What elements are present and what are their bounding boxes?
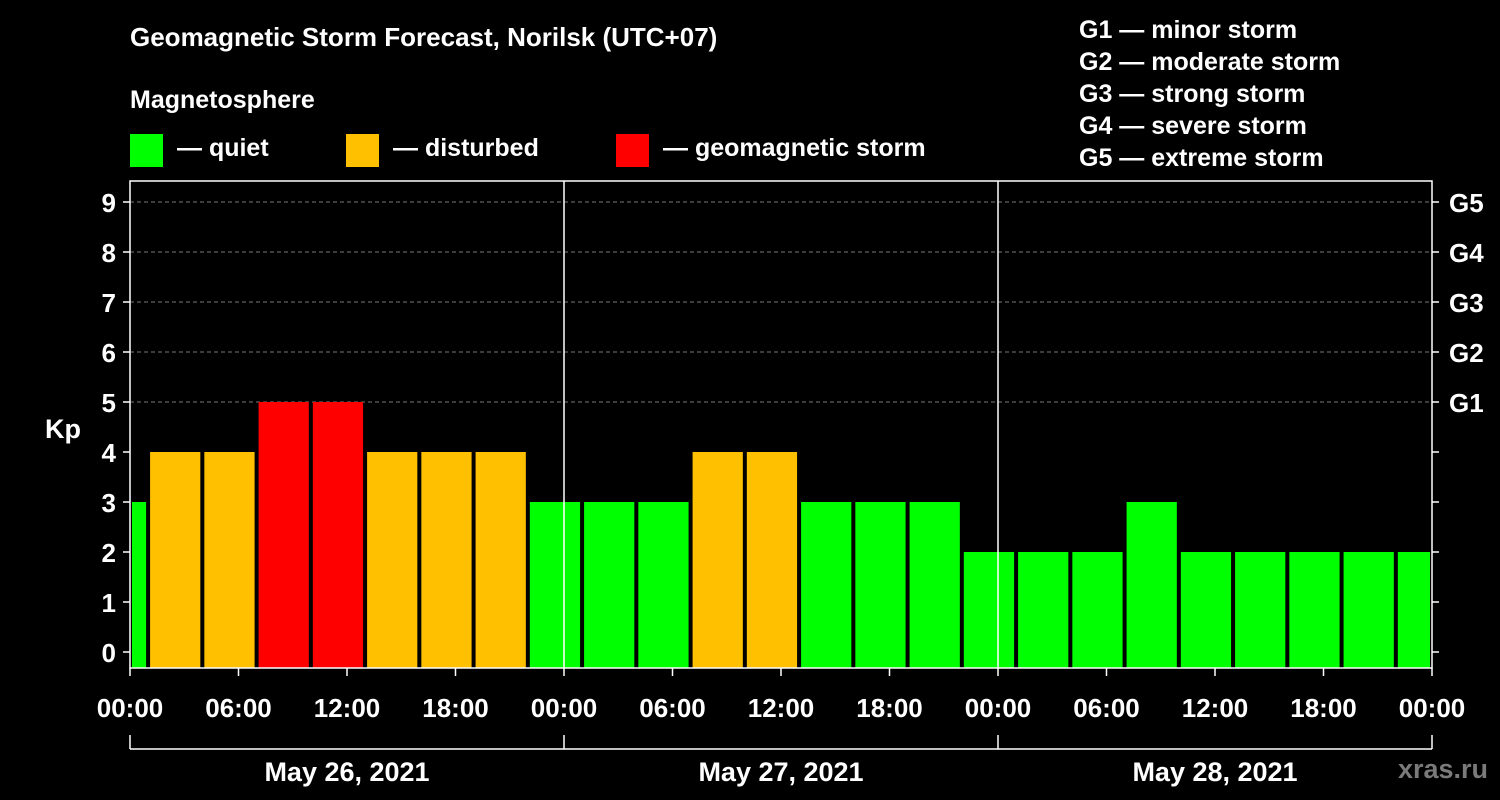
kp-bar-7 — [475, 452, 526, 668]
x-tick-label-4: 00:00 — [531, 693, 598, 723]
kp-bar-21 — [1235, 552, 1286, 668]
chart-subtitle: Magnetosphere — [130, 86, 315, 114]
legend-swatch-disturbed — [346, 134, 379, 167]
x-tick-label-0: 00:00 — [97, 693, 164, 723]
storm-level-label-G5: G5 — [1449, 188, 1484, 218]
storm-scale-g3: G3 — strong storm — [1079, 80, 1306, 108]
storm-scale-g1: G1 — minor storm — [1079, 16, 1298, 44]
kp-bar-18 — [1072, 552, 1123, 668]
y-axis-label: Kp — [45, 414, 81, 444]
storm-scale-legend: G1 — minor storm G2 — moderate storm G3 … — [1079, 14, 1340, 174]
storm-scale-g4: G4 — severe storm — [1079, 112, 1307, 140]
kp-bar-14 — [855, 502, 906, 668]
x-tick-label-7: 18:00 — [856, 693, 923, 723]
site-credit: xras.ru — [1397, 754, 1488, 784]
y-tick-label-8: 8 — [102, 238, 116, 268]
x-tick-label-5: 06:00 — [639, 693, 706, 723]
day-label-2: May 28, 2021 — [1132, 757, 1297, 787]
storm-level-label-G4: G4 — [1449, 238, 1484, 268]
kp-bar-20 — [1180, 552, 1232, 668]
kp-bar-17 — [1018, 552, 1069, 668]
kp-bar-13 — [801, 502, 852, 668]
legend-swatch-quiet — [130, 134, 163, 167]
kp-bar-3 — [258, 402, 309, 668]
y-tick-label-0: 0 — [102, 638, 116, 668]
y-tick-label-5: 5 — [102, 388, 116, 418]
kp-bar-5 — [367, 452, 418, 668]
storm-level-label-G1: G1 — [1449, 388, 1484, 418]
y-tick-label-7: 7 — [102, 288, 116, 318]
kp-bar-12 — [746, 452, 798, 668]
storm-level-label-G2: G2 — [1449, 338, 1484, 368]
legend-swatch-storm — [616, 134, 649, 167]
kp-bar-22 — [1289, 552, 1340, 668]
legend-label-disturbed: — disturbed — [393, 134, 539, 162]
kp-bar-23 — [1343, 552, 1394, 668]
x-tick-label-10: 12:00 — [1182, 693, 1249, 723]
kp-bar-6 — [421, 452, 472, 668]
kp-bar-11 — [692, 452, 743, 668]
x-tick-label-6: 12:00 — [748, 693, 815, 723]
storm-scale-g5: G5 — extreme storm — [1079, 144, 1324, 172]
day-label-0: May 26, 2021 — [264, 757, 429, 787]
y-tick-label-9: 9 — [102, 188, 116, 218]
legend-label-storm: — geomagnetic storm — [663, 134, 926, 162]
x-tick-label-8: 00:00 — [965, 693, 1032, 723]
storm-scale-g2: G2 — moderate storm — [1079, 48, 1341, 76]
kp-bar-2 — [204, 452, 255, 668]
kp-bar-15 — [909, 502, 960, 668]
kp-bar-10 — [638, 502, 689, 668]
x-tick-label-9: 06:00 — [1073, 693, 1140, 723]
chart-title: Geomagnetic Storm Forecast, Norilsk (UTC… — [130, 22, 718, 52]
y-tick-label-6: 6 — [102, 338, 116, 368]
kp-bar-24 — [1397, 552, 1430, 668]
y-tick-label-3: 3 — [102, 488, 116, 518]
kp-bar-9 — [584, 502, 635, 668]
x-tick-label-3: 18:00 — [422, 693, 489, 723]
x-tick-label-11: 18:00 — [1290, 693, 1357, 723]
kp-bar-1 — [150, 452, 201, 668]
legend-label-quiet: — quiet — [177, 134, 269, 162]
storm-level-label-G3: G3 — [1449, 288, 1484, 318]
kp-bar-19 — [1126, 502, 1177, 668]
kp-bar-16 — [963, 552, 1015, 668]
y-tick-label-4: 4 — [102, 438, 117, 468]
y-tick-label-2: 2 — [102, 538, 116, 568]
kp-bar-4 — [312, 402, 364, 668]
x-tick-label-1: 06:00 — [205, 693, 272, 723]
x-tick-label-12: 00:00 — [1399, 693, 1466, 723]
kp-bar-8 — [529, 502, 581, 668]
y-tick-label-1: 1 — [102, 588, 116, 618]
x-tick-label-2: 12:00 — [314, 693, 381, 723]
day-label-1: May 27, 2021 — [698, 757, 863, 787]
kp-bar-0 — [132, 502, 147, 668]
